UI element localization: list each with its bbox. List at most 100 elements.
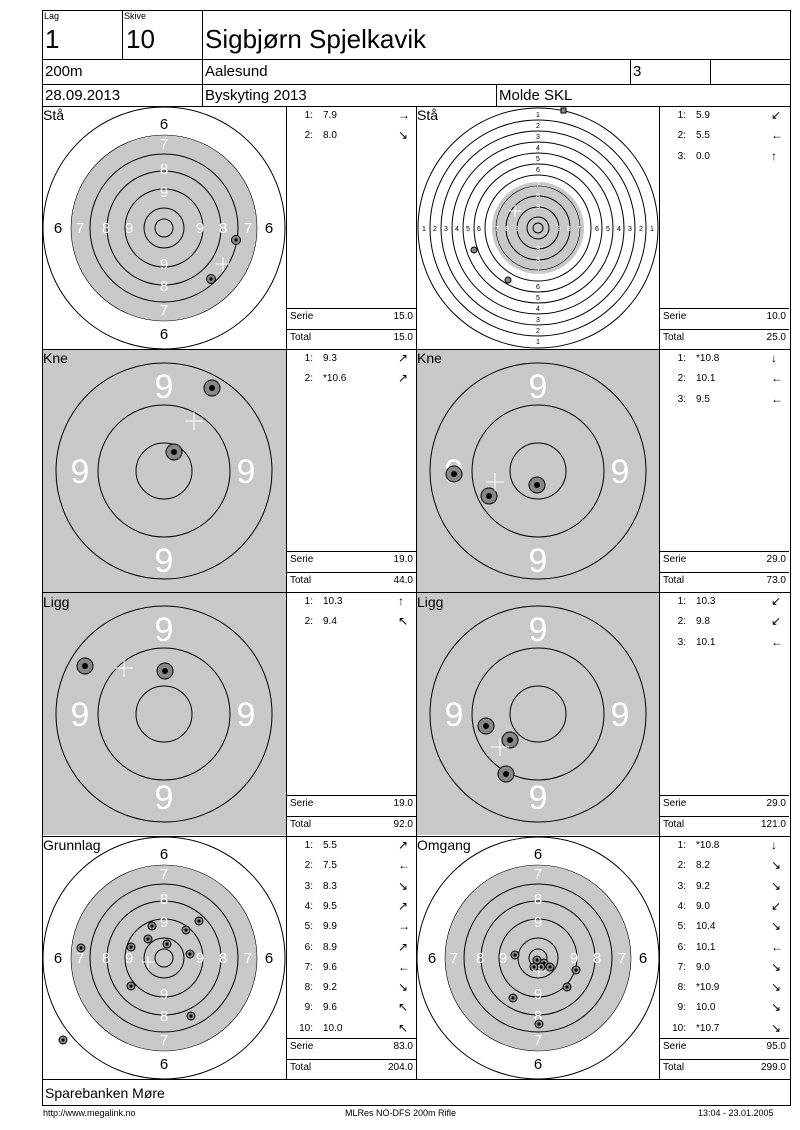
serie-row: Serie 95.0 xyxy=(660,1041,789,1055)
serie-row-label: Serie xyxy=(663,798,687,809)
mpi-cross xyxy=(509,205,521,217)
ring-label-7: 7 xyxy=(450,950,458,967)
shot-value: 10.0 xyxy=(323,1022,343,1034)
sponsor: Sparebanken Møre xyxy=(45,1085,165,1101)
ring-label-9: 9 xyxy=(125,220,133,237)
ring-label-8: 8 xyxy=(476,950,484,967)
shot-value: 8.3 xyxy=(323,880,337,892)
ring-label-9: 9 xyxy=(160,914,168,931)
shot-row: 7: 9.6 ← xyxy=(287,960,416,976)
footer-program: MLRes NO-DFS 200m Rifle xyxy=(345,1108,457,1118)
svg-text:9: 9 xyxy=(536,204,540,211)
shot-value: 9.4 xyxy=(323,616,337,628)
serie-row: Serie 15.0 xyxy=(287,311,416,325)
shot-number: 8: xyxy=(304,982,313,994)
total-row-label: Total xyxy=(290,332,312,343)
footer-url[interactable]: http://www.megalink.no xyxy=(43,1108,136,1118)
shot-row: 3: 0.0 ↑ xyxy=(660,149,789,165)
shot-row: 2: 10.1 ← xyxy=(660,371,789,387)
svg-text:6: 6 xyxy=(536,284,540,291)
shot-number: 1: xyxy=(304,596,313,607)
shot-number: 5: xyxy=(304,921,313,933)
svg-text:6: 6 xyxy=(536,167,540,174)
shot-value: 9.8 xyxy=(696,616,710,628)
shot-row: 3: 8.3 ↘ xyxy=(287,878,416,895)
ring-label-8: 8 xyxy=(593,950,601,967)
serie-row-label: Serie xyxy=(663,311,687,322)
target-kne-2: 9 9 9 9 xyxy=(417,350,659,592)
direction-arrow-icon: ↙ xyxy=(771,898,782,913)
direction-arrow-icon: ← xyxy=(771,939,783,954)
panel-label: Kne xyxy=(417,350,442,366)
svg-text:7: 7 xyxy=(577,226,581,233)
shot-row: 3: 9.2 ↘ xyxy=(660,878,789,895)
total-row: Total 44.0 xyxy=(287,575,416,589)
svg-text:3: 3 xyxy=(536,317,540,324)
svg-text:1: 1 xyxy=(650,226,654,233)
svg-text:2: 2 xyxy=(536,328,540,335)
shot-value: 9.2 xyxy=(323,982,337,994)
shot-number: 9: xyxy=(677,1002,686,1014)
shot-number: 1: xyxy=(304,353,313,364)
shot-value: *10.6 xyxy=(323,373,347,385)
svg-text:4: 4 xyxy=(536,306,540,313)
shot-value: 9.6 xyxy=(323,1002,337,1014)
ring-numbers: 1 2 3 4 5 6 6 5 4 3 2 1 1 2 3 4 5 6 6 5 xyxy=(422,112,654,346)
mpi-cross xyxy=(216,257,230,271)
serie-row-label: Serie xyxy=(663,554,687,565)
ring-label-8: 8 xyxy=(102,950,110,967)
shot-row: 6: 10.1 ← xyxy=(660,939,789,956)
shot-number: 4: xyxy=(677,900,686,912)
total-row-label: Total xyxy=(663,819,685,830)
svg-text:2: 2 xyxy=(639,226,643,233)
ring-label-9: 9 xyxy=(160,256,168,273)
shot-value: *10.8 xyxy=(696,840,720,851)
panel-label: Kne xyxy=(43,350,68,366)
total-row-value: 15.0 xyxy=(393,332,413,343)
ring-label-8: 8 xyxy=(160,161,168,178)
shot-number: 2: xyxy=(304,130,313,142)
date: 28.09.2013 xyxy=(45,87,121,104)
ring-label-7: 7 xyxy=(534,866,542,883)
serie-row: Serie 10.0 xyxy=(660,311,789,325)
ring-label-8: 8 xyxy=(102,220,110,237)
direction-arrow-icon: ↘ xyxy=(398,128,409,143)
serie-row-value: 15.0 xyxy=(393,311,413,322)
total-row-value: 92.0 xyxy=(393,819,413,830)
direction-arrow-icon: ↙ xyxy=(771,614,782,629)
direction-arrow-icon: ↘ xyxy=(771,878,782,893)
shot-row: 4: 9.0 ↙ xyxy=(660,898,789,915)
target-sta-1: 6 6 6 6 7 7 7 7 8 8 8 8 9 9 9 9 xyxy=(43,107,286,349)
direction-arrow-icon: ← xyxy=(771,391,783,406)
ring-label-6: 6 xyxy=(265,220,273,237)
ring-label-8: 8 xyxy=(160,278,168,295)
ring-label-9: 9 xyxy=(534,986,542,1003)
shot-row: 3: 10.1 ← xyxy=(660,635,789,651)
shot-row: 1: 10.3 ↑ xyxy=(287,594,416,610)
ring-label-7: 7 xyxy=(160,866,168,883)
shot-row: 2: 8.0 ↘ xyxy=(287,128,416,144)
ring-label-6: 6 xyxy=(265,950,273,967)
direction-arrow-icon: ← xyxy=(771,371,783,386)
ring-label-7: 7 xyxy=(160,302,168,319)
ring-label-9: 9 xyxy=(196,220,204,237)
direction-arrow-icon: ↘ xyxy=(398,878,409,893)
ring-label-6: 6 xyxy=(160,116,168,133)
total-row-value: 204.0 xyxy=(387,1062,413,1073)
direction-arrow-icon: ↘ xyxy=(771,959,782,974)
direction-arrow-icon: ↘ xyxy=(398,980,409,995)
svg-text:2: 2 xyxy=(536,123,540,130)
ring-label-9: 9 xyxy=(445,696,464,734)
mpi-cross xyxy=(142,956,154,968)
shot-row: 2: *10.6 ↗ xyxy=(287,371,416,387)
mpi-cross xyxy=(533,965,545,977)
svg-text:8: 8 xyxy=(536,193,540,200)
total-row: Total 299.0 xyxy=(660,1062,789,1076)
direction-arrow-icon: ↘ xyxy=(771,858,782,873)
shot-value: 0.0 xyxy=(696,150,710,162)
total-row-value: 44.0 xyxy=(393,575,413,586)
skive-label: Skive xyxy=(124,11,147,21)
shot-number: 4: xyxy=(304,900,313,912)
total-row-value: 73.0 xyxy=(766,575,786,586)
ring-label-9: 9 xyxy=(237,696,256,734)
